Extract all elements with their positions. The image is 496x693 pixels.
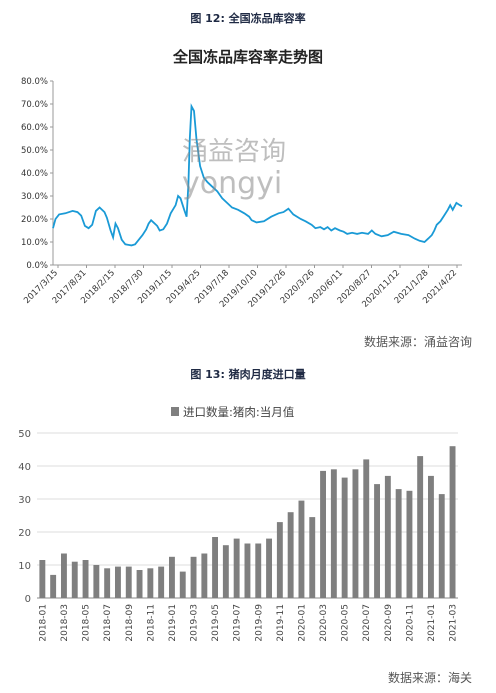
bar [212,537,218,598]
x-tick-label: 2018-03 [60,604,70,642]
x-tick-label: 2019-07 [233,604,243,642]
x-tick-label: 2020-05 [341,604,351,642]
chart-title: 全国冻品库容率走势图 [172,48,323,66]
line-chart: 0.0% 10.0% 20.0% 30.0% 40.0% 50.0% 60.0% 70.0% 8… [21,77,463,310]
y-tick-label: 40 [18,462,31,473]
bar [169,556,175,599]
y-tick-label: 80.0% [21,77,48,87]
y-tick-label: 50 [18,429,31,440]
source-note: 数据来源：涌益咨询 [363,335,472,349]
legend: 进口数量:猪肉:当月值 [171,405,295,419]
x-tick-label: 2021-01 [427,604,437,642]
bar [39,560,46,598]
x-tick-label: 2020-01 [297,604,307,642]
bar [287,512,294,598]
x-tick-label: 2020-03 [319,604,329,642]
x-tick-label: 2018-07 [103,604,113,642]
x-tick-label: 2019-05 [211,604,221,642]
bar [320,470,326,598]
bar [449,446,456,598]
bar [158,566,165,598]
bar [222,545,229,598]
watermark-cn: 涌益咨询 [182,137,286,167]
x-tick-label: 2021-03 [449,604,459,642]
y-tick-label: 10.0% [21,238,48,248]
bar [384,475,391,598]
bar [179,571,186,598]
bar [352,469,359,598]
watermark-en: yongyi [182,166,282,201]
legend-swatch [171,407,179,416]
y-tick-label: 0 [25,594,31,605]
series-line [52,103,463,247]
x-tick-label: 2018-11 [146,604,156,642]
bar [125,566,132,598]
bar [309,517,316,598]
y-tick-label: 70.0% [21,100,48,110]
bar [115,566,121,598]
y-tick-label: 20 [18,528,31,539]
bar [330,469,337,598]
bar [61,553,67,598]
x-tick-label: 2019-09 [254,604,264,642]
bar [276,522,283,598]
bar [374,484,380,598]
x-tick-label: 2018-01 [38,604,48,642]
x-tick-label: 2019-03 [190,604,200,642]
bar [298,500,305,598]
x-tick-label: 2018-05 [82,604,92,642]
bar [266,538,272,598]
bar [82,560,89,598]
bar [428,475,434,598]
x-tick-label: 2020-07 [362,604,372,642]
y-tick-label: 40.0% [21,169,48,179]
figure-caption-12: 图 12: 全国冻品库容率 [190,12,306,25]
y-tick-label: 10 [18,561,31,572]
y-tick-label: 50.0% [21,146,48,156]
figure-caption-13: 图 13: 猪肉月度进口量 [190,368,306,381]
y-tick-label: 20.0% [21,215,48,225]
y-tick-label: 30.0% [21,192,48,202]
bar [104,568,111,598]
bar [71,561,78,598]
bar [395,489,402,598]
bar [190,556,197,599]
x-tick-label: 2018-09 [125,604,135,642]
x-tick-label: 2020-09 [384,604,394,642]
bar [341,477,348,598]
bar [201,553,208,598]
y-tick-label: 0.0% [26,261,48,271]
y-tick-label: 30 [18,495,31,506]
bar [233,538,240,598]
bar [406,490,413,599]
legend-label: 进口数量:猪肉:当月值 [183,405,295,419]
bar [147,568,154,598]
x-tick-label: 2020-11 [405,604,415,642]
bar [244,543,251,598]
bar [438,494,445,598]
bar [417,456,424,598]
bar [136,570,143,598]
bar [50,574,57,598]
bar [255,543,262,598]
bar [363,459,370,598]
y-tick-label: 60.0% [21,123,48,133]
x-tick-label: 2019-11 [276,604,286,642]
bar [93,565,100,598]
source-note: 数据来源：海关 [387,671,472,685]
x-tick-label: 2019-01 [168,604,178,642]
